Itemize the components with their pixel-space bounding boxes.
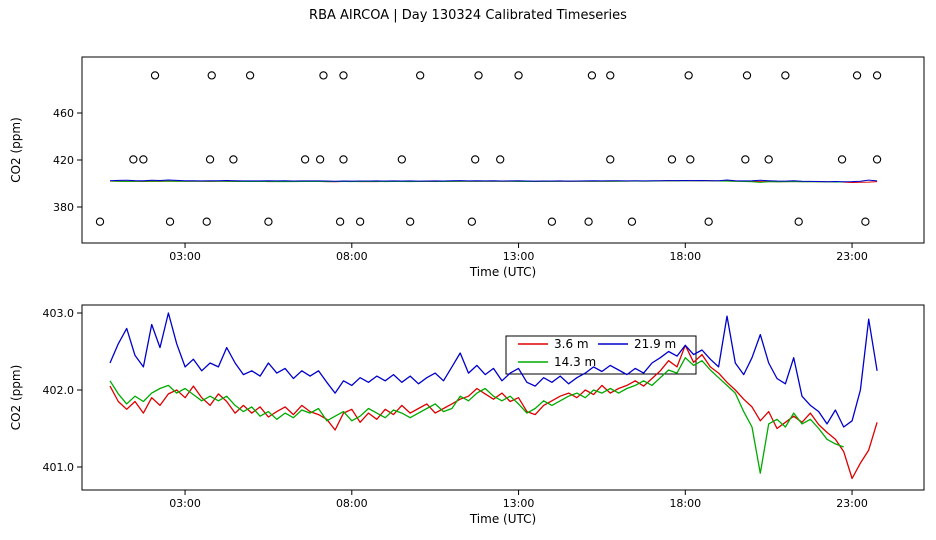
calibration-point	[764, 155, 773, 164]
legend-label: 3.6 m	[554, 337, 589, 351]
top-panel-x-axis-label: Time (UTC)	[469, 265, 536, 279]
calibration-point	[229, 155, 238, 164]
calibration-point	[129, 155, 138, 164]
calibration-point	[781, 71, 790, 80]
bottom-panel-y-axis-label: CO2 (ppm)	[9, 365, 23, 431]
calibration-point	[704, 217, 713, 226]
calibration-point	[95, 217, 105, 226]
top-panel-box	[81, 56, 925, 244]
calibration-point	[837, 155, 847, 164]
calibration-point	[406, 217, 415, 226]
calibration-point	[355, 217, 365, 226]
calibration-point	[667, 155, 677, 164]
calibration-point	[339, 155, 348, 164]
calibration-point	[627, 217, 637, 226]
calibration-point	[547, 217, 557, 226]
calibration-point	[397, 155, 406, 164]
calibration-point	[741, 155, 750, 164]
calibration-point	[606, 155, 615, 164]
bottom-panel-x-tick-label: 03:00	[169, 497, 201, 510]
calibration-point	[319, 71, 328, 80]
calibration-point	[205, 155, 215, 164]
calibration-point	[584, 217, 593, 226]
bottom-panel-x-tick-label: 18:00	[669, 497, 701, 510]
top-panel-x-tick-label: 08:00	[336, 250, 368, 263]
calibration-point	[339, 71, 348, 80]
top-panel-x-tick-label: 23:00	[836, 250, 868, 263]
calibration-point	[742, 71, 752, 80]
calibration-point	[150, 71, 160, 80]
chart-title: RBA AIRCOA | Day 130324 Calibrated Times…	[309, 8, 627, 23]
calibration-point	[165, 217, 175, 226]
calibration-point	[872, 155, 882, 164]
calibration-point	[852, 71, 862, 80]
top-panel-x-tick-label: 13:00	[503, 250, 535, 263]
top-panel-y-axis-label: CO2 (ppm)	[9, 117, 23, 183]
calibration-point	[496, 155, 505, 164]
calibration-point	[467, 217, 477, 226]
bottom-panel-y-tick-label: 403.0	[43, 307, 75, 320]
calibration-point	[139, 155, 148, 164]
calibration-point	[794, 217, 803, 226]
calibration-point	[606, 71, 615, 80]
calibration-point	[335, 217, 345, 226]
detail-series-line	[109, 357, 844, 474]
overview-series-line	[109, 179, 878, 183]
calibration-point	[315, 155, 325, 164]
top-panel-y-tick-label: 420	[53, 154, 74, 167]
calibration-point	[514, 71, 523, 80]
legend-label: 21.9 m	[634, 337, 676, 351]
top-panel-x-tick-label: 18:00	[669, 250, 701, 263]
calibration-point	[264, 217, 273, 226]
bottom-panel-y-tick-label: 401.0	[43, 461, 75, 474]
detail-series-line	[109, 312, 878, 428]
calibration-point	[202, 217, 211, 226]
calibration-point	[861, 217, 870, 226]
calibration-point	[474, 71, 483, 80]
calibration-point	[872, 71, 882, 80]
calibration-point	[587, 71, 597, 80]
top-panel-y-tick-label: 460	[53, 107, 74, 120]
top-panel-y-tick-label: 380	[53, 201, 74, 214]
legend-box	[505, 335, 697, 375]
bottom-panel-y-tick-label: 402.0	[43, 384, 75, 397]
calibration-point	[300, 155, 310, 164]
bottom-panel-x-axis-label: Time (UTC)	[469, 512, 536, 526]
detail-series-line	[109, 344, 878, 480]
calibration-point	[686, 155, 695, 164]
calibration-point	[245, 71, 255, 80]
calibration-point	[471, 155, 480, 164]
bottom-panel-box	[81, 304, 925, 491]
bottom-panel-x-tick-label: 23:00	[836, 497, 868, 510]
top-panel-x-tick-label: 03:00	[169, 250, 201, 263]
calibration-point	[416, 71, 425, 80]
legend-label: 14.3 m	[554, 355, 596, 369]
calibration-point	[207, 71, 216, 80]
bottom-panel-x-tick-label: 08:00	[336, 497, 368, 510]
calibration-point	[684, 71, 693, 80]
bottom-panel-x-tick-label: 13:00	[503, 497, 535, 510]
